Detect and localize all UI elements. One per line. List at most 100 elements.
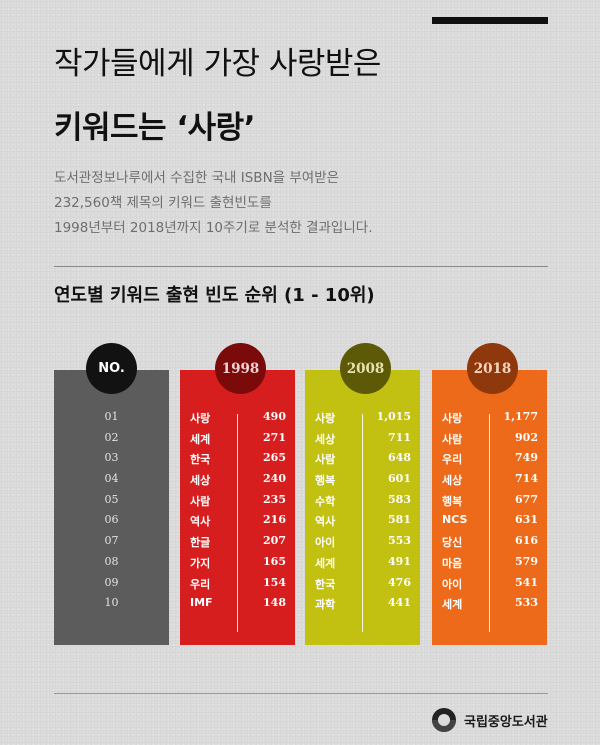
intro-line-2: 232,560책 제목의 키워드 출현빈도를 [54,195,272,211]
keyword-count: 749 [515,451,538,465]
rank-row: 07 [54,534,169,555]
keyword-row: 사랑 1,015 [305,410,420,431]
keyword-list: 사랑 1,015 세상 711 사람 648 행복 601 수학 583 역사 581 아이… [305,410,420,617]
keyword-count: 648 [388,451,411,465]
rank-column: NO. 01 02 03 04 05 06 07 08 09 10 [54,343,169,645]
keyword-row: 역사 581 [305,513,420,534]
keyword-row: 사람 235 [180,493,295,514]
keyword-count: 581 [388,513,411,527]
section-divider [54,266,548,267]
keyword-count: 902 [515,430,538,444]
keyword-row: 과학 441 [305,596,420,617]
keyword: 세상 [190,474,211,488]
keyword-count: 154 [263,575,286,589]
keyword-count: 533 [515,596,538,610]
intro-text: 도서관정보나루에서 수집한 국내 ISBN을 부여받은 232,560책 제목의… [54,166,373,241]
keyword-count: 631 [515,513,538,527]
keyword: 과학 [315,598,336,612]
rank-number: 05 [104,492,119,506]
keyword-row: 아이 553 [305,534,420,555]
keyword-row: 한국 476 [305,576,420,597]
keyword: 사람 [315,453,336,467]
footer-divider [54,693,548,694]
table-title: 연도별 키워드 출현 빈도 순위 (1 - 10위) [54,285,375,306]
keyword: 한글 [190,536,211,550]
keyword-row: 행복 677 [432,493,547,514]
year-column-2008: 2008 사랑 1,015 세상 711 사람 648 행복 601 수학 583 역사 5… [305,343,420,645]
keyword-count: 1,177 [503,410,538,423]
rank-number: 03 [104,451,119,465]
keyword-count: 148 [263,596,286,610]
column-divider [362,414,363,632]
keyword-list: 사랑 490 세계 271 한국 265 세상 240 사람 235 역사 216 한글 20… [180,410,295,617]
keyword: IMF [190,596,213,610]
keyword-count: 714 [515,472,538,486]
keyword-row: 아이 541 [432,576,547,597]
keyword-count: 711 [388,430,411,444]
keyword-row: 가지 165 [180,555,295,576]
keyword-row: 사람 902 [432,431,547,452]
keyword: 한국 [315,577,336,591]
rank-row: 01 [54,410,169,431]
keyword: 수학 [315,494,336,508]
keyword-count: 677 [515,492,538,506]
keyword-count: 601 [388,472,411,486]
column-divider [237,414,238,632]
keyword-row: 세계 271 [180,431,295,452]
year-column-2018: 2018 사랑 1,177 사람 902 우리 749 세상 714 행복 677 NCS… [432,343,547,645]
keyword-count: 476 [388,575,411,589]
rank-number: 01 [104,410,119,423]
keyword-row: 행복 601 [305,472,420,493]
keyword: 행복 [442,494,463,508]
keyword-row: 당신 616 [432,534,547,555]
keyword-row: 세상 240 [180,472,295,493]
year-badge: 2018 [467,343,518,394]
keyword: 역사 [315,515,336,529]
keyword-row: 세계 491 [305,555,420,576]
keyword-count: 240 [263,472,286,486]
headline-line-1: 작가들에게 가장 사랑받은 [54,46,381,82]
keyword-row: 우리 154 [180,576,295,597]
keyword-row: 수학 583 [305,493,420,514]
keyword-row: 한글 207 [180,534,295,555]
rank-number: 04 [104,472,119,486]
keyword: 세계 [442,598,463,612]
intro-line-3: 1998년부터 2018년까지 10주기로 분석한 결과입니다. [54,220,373,236]
keyword-row: 세계 533 [432,596,547,617]
keyword: 세계 [190,432,211,446]
keyword-count: 541 [515,575,538,589]
keyword: 아이 [442,577,463,591]
headline-line-2: 키워드는 ‘사랑’ [54,110,255,146]
keyword-row: 사람 648 [305,451,420,472]
keyword-row: 우리 749 [432,451,547,472]
keyword: 사람 [190,494,211,508]
rank-number: 10 [104,596,119,610]
keyword: 당신 [442,536,463,550]
keyword-count: 165 [263,554,286,568]
keyword-row: IMF 148 [180,596,295,617]
keyword: 한국 [190,453,211,467]
keyword-row: 사랑 490 [180,410,295,431]
keyword-count: 553 [388,534,411,548]
keyword: 사랑 [315,412,336,425]
footer-brand: 국립중앙도서관 [432,708,548,732]
rank-number: 09 [104,575,119,589]
keyword-row: NCS 631 [432,513,547,534]
rank-header-badge: NO. [86,343,137,394]
year-badge: 2008 [340,343,391,394]
rank-number: 07 [104,534,119,548]
rank-number: 02 [104,430,119,444]
keyword-row: 한국 265 [180,451,295,472]
keyword: 사랑 [190,412,211,425]
keyword-row: 사랑 1,177 [432,410,547,431]
keyword-count: 491 [388,554,411,568]
national-emblem-icon [432,708,456,732]
keyword: 세상 [442,474,463,488]
org-name: 국립중앙도서관 [464,714,548,730]
rank-row: 05 [54,493,169,514]
rank-row: 09 [54,576,169,597]
keyword: 세계 [315,556,336,570]
column-divider [489,414,490,632]
keyword: 역사 [190,515,211,529]
keyword-count: 441 [388,596,411,610]
